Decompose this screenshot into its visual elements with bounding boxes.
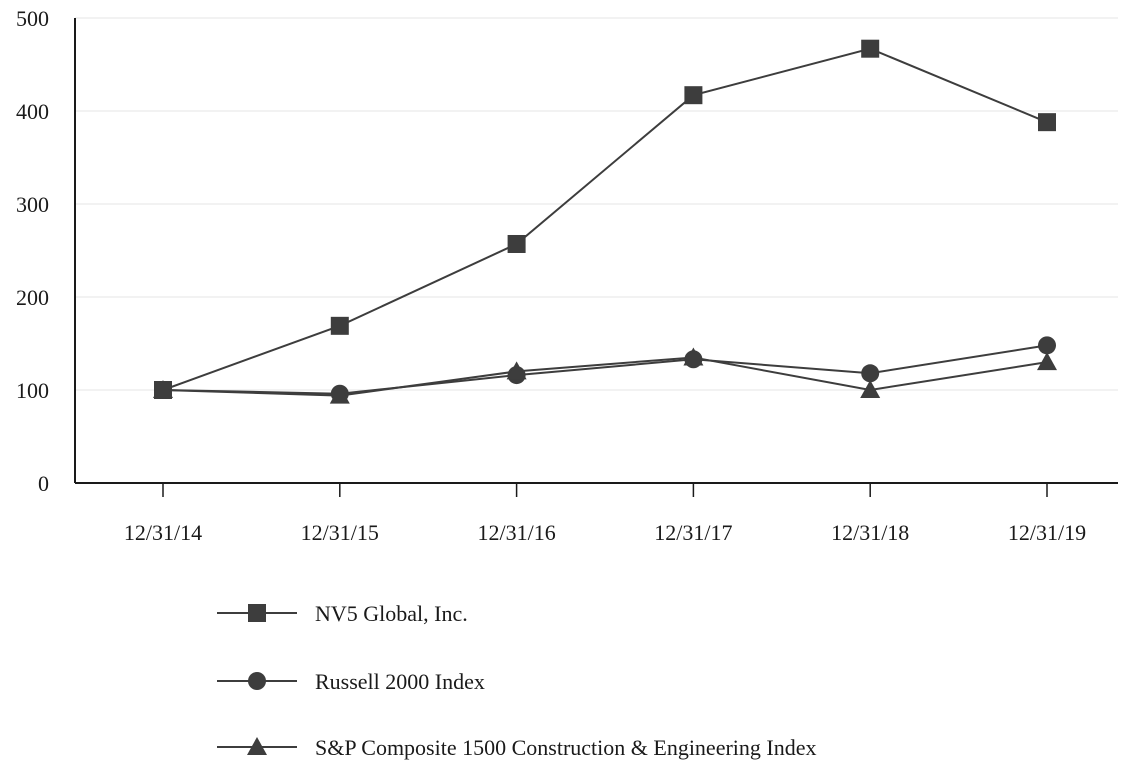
triangle-marker bbox=[506, 361, 527, 380]
circle-marker bbox=[248, 672, 266, 690]
square-marker bbox=[1038, 113, 1056, 132]
series-triangle bbox=[153, 347, 1057, 404]
series-group bbox=[153, 39, 1057, 404]
series-line bbox=[162, 356, 1048, 397]
triangle-marker bbox=[329, 385, 350, 404]
legend-item: Russell 2000 Index bbox=[217, 669, 485, 694]
y-tick-label: 100 bbox=[16, 378, 49, 403]
legend-label: Russell 2000 Index bbox=[315, 669, 485, 694]
triangle-marker bbox=[683, 347, 704, 366]
x-tick-label: 12/31/18 bbox=[831, 520, 909, 545]
square-marker bbox=[507, 234, 526, 253]
square-marker bbox=[330, 316, 349, 335]
triangle-marker bbox=[153, 380, 173, 398]
x-axis-ticks: 12/31/14 12/31/15 12/31/16 12/31/17 12/31/18… bbox=[124, 483, 1086, 545]
series-square bbox=[154, 39, 1056, 399]
legend-item: S&P Composite 1500 Construction & Engine… bbox=[217, 735, 817, 760]
chart-axes bbox=[74, 18, 1118, 484]
y-tick-label: 300 bbox=[16, 192, 49, 217]
legend: NV5 Global, Inc. Russell 2000 Index S&P Co… bbox=[217, 601, 817, 760]
x-tick-label: 12/31/16 bbox=[477, 520, 555, 545]
y-axis-ticks: 0 100 200 300 400 500 bbox=[16, 6, 49, 496]
x-tick-label: 12/31/15 bbox=[301, 520, 379, 545]
legend-label: NV5 Global, Inc. bbox=[315, 601, 468, 626]
series-line bbox=[162, 47, 1048, 391]
grid-lines bbox=[75, 17, 1118, 391]
x-tick-label: 12/31/17 bbox=[654, 520, 732, 545]
y-tick-label: 500 bbox=[16, 6, 49, 31]
legend-item: NV5 Global, Inc. bbox=[217, 601, 468, 626]
square-marker bbox=[248, 604, 266, 622]
y-tick-label: 200 bbox=[16, 285, 49, 310]
triangle-marker bbox=[1037, 352, 1057, 371]
x-tick-label: 12/31/19 bbox=[1008, 520, 1086, 545]
square-marker bbox=[684, 86, 703, 105]
x-tick-label: 12/31/14 bbox=[124, 520, 202, 545]
triangle-marker bbox=[247, 737, 267, 755]
circle-marker bbox=[1038, 336, 1056, 355]
circle-marker bbox=[861, 364, 880, 383]
legend-label: S&P Composite 1500 Construction & Engine… bbox=[315, 735, 817, 760]
series-circle bbox=[154, 336, 1056, 403]
triangle-marker bbox=[860, 380, 881, 398]
y-tick-label: 0 bbox=[38, 471, 49, 496]
series-line bbox=[162, 344, 1048, 395]
square-marker bbox=[861, 39, 880, 58]
y-tick-label: 400 bbox=[16, 99, 49, 124]
